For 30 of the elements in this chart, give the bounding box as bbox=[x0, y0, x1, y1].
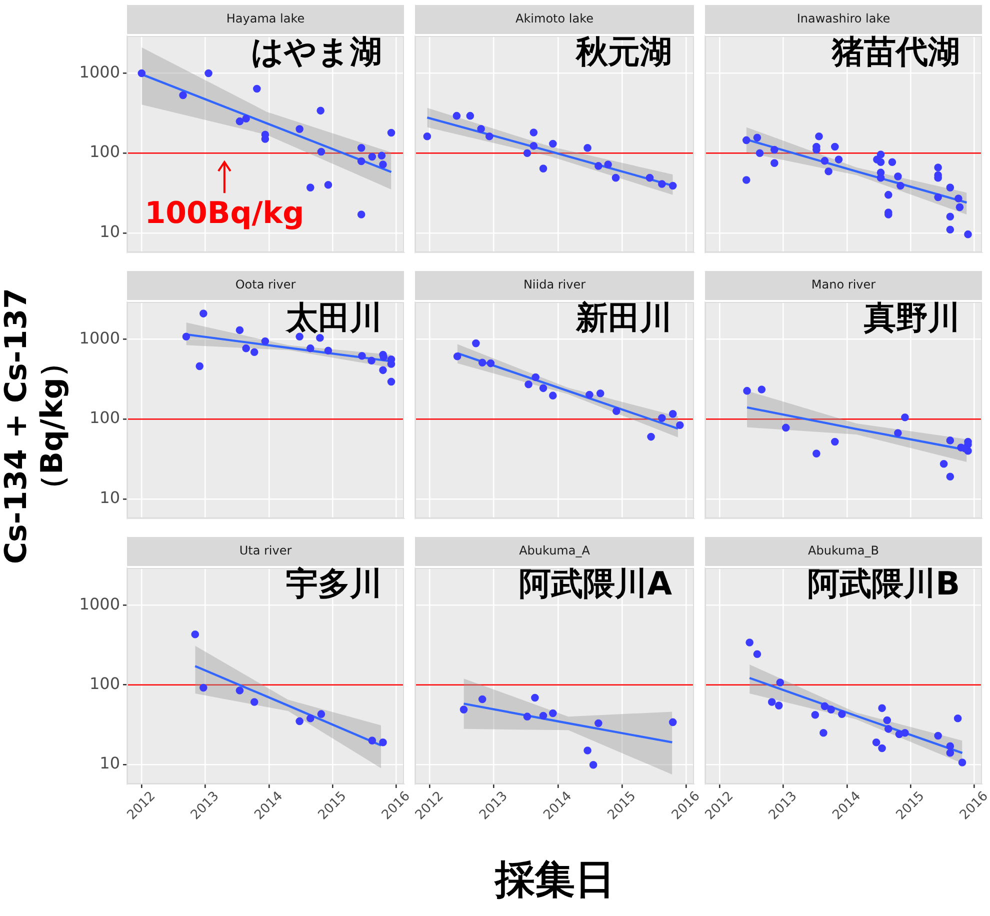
chart-title: Inawashiro lake bbox=[796, 12, 890, 26]
chart-subtitle: 阿武隈川A bbox=[519, 564, 672, 602]
chart-subtitle: 秋元湖 bbox=[575, 32, 672, 70]
chart-title: Oota river bbox=[235, 278, 296, 292]
y-tick-label: 10 bbox=[100, 754, 120, 773]
y-tick-label: 1000 bbox=[79, 328, 120, 348]
annotation: 100Bq/kg bbox=[144, 196, 304, 231]
chart-subtitle: 太田川 bbox=[285, 298, 382, 336]
y-tick-label: 100 bbox=[89, 408, 120, 428]
y-tick-label: 100 bbox=[89, 674, 120, 694]
chart-subtitle: 真野川 bbox=[863, 298, 960, 336]
chart-title: Niida river bbox=[523, 278, 586, 292]
y-tick-label: 1000 bbox=[79, 594, 120, 614]
chart-subtitle: 猪苗代湖 bbox=[831, 32, 960, 70]
chart-title: Akimoto lake bbox=[516, 12, 594, 26]
y-tick-label: 10 bbox=[100, 222, 120, 242]
chart-title: Abukuma_A bbox=[519, 544, 591, 558]
y-tick-label: 1000 bbox=[79, 62, 120, 82]
chart-subtitle: 阿武隈川B bbox=[808, 564, 960, 602]
y-tick-label: 100 bbox=[89, 142, 120, 162]
y-axis-title: Cs-134 + Cs-137（Bq/kg） bbox=[0, 287, 71, 566]
chart-subtitle: はやま湖 bbox=[251, 32, 382, 70]
x-axis-title: 採集日 bbox=[493, 856, 616, 905]
chart-subtitle: 新田川 bbox=[575, 298, 672, 336]
y-tick-label: 10 bbox=[100, 488, 120, 508]
chart-title: Uta river bbox=[239, 544, 292, 558]
chart-title: Mano river bbox=[811, 278, 876, 292]
chart-title: Hayama lake bbox=[226, 12, 305, 26]
chart-subtitle: 宇多川 bbox=[286, 564, 382, 602]
chart-title: Abukuma_B bbox=[808, 544, 879, 558]
